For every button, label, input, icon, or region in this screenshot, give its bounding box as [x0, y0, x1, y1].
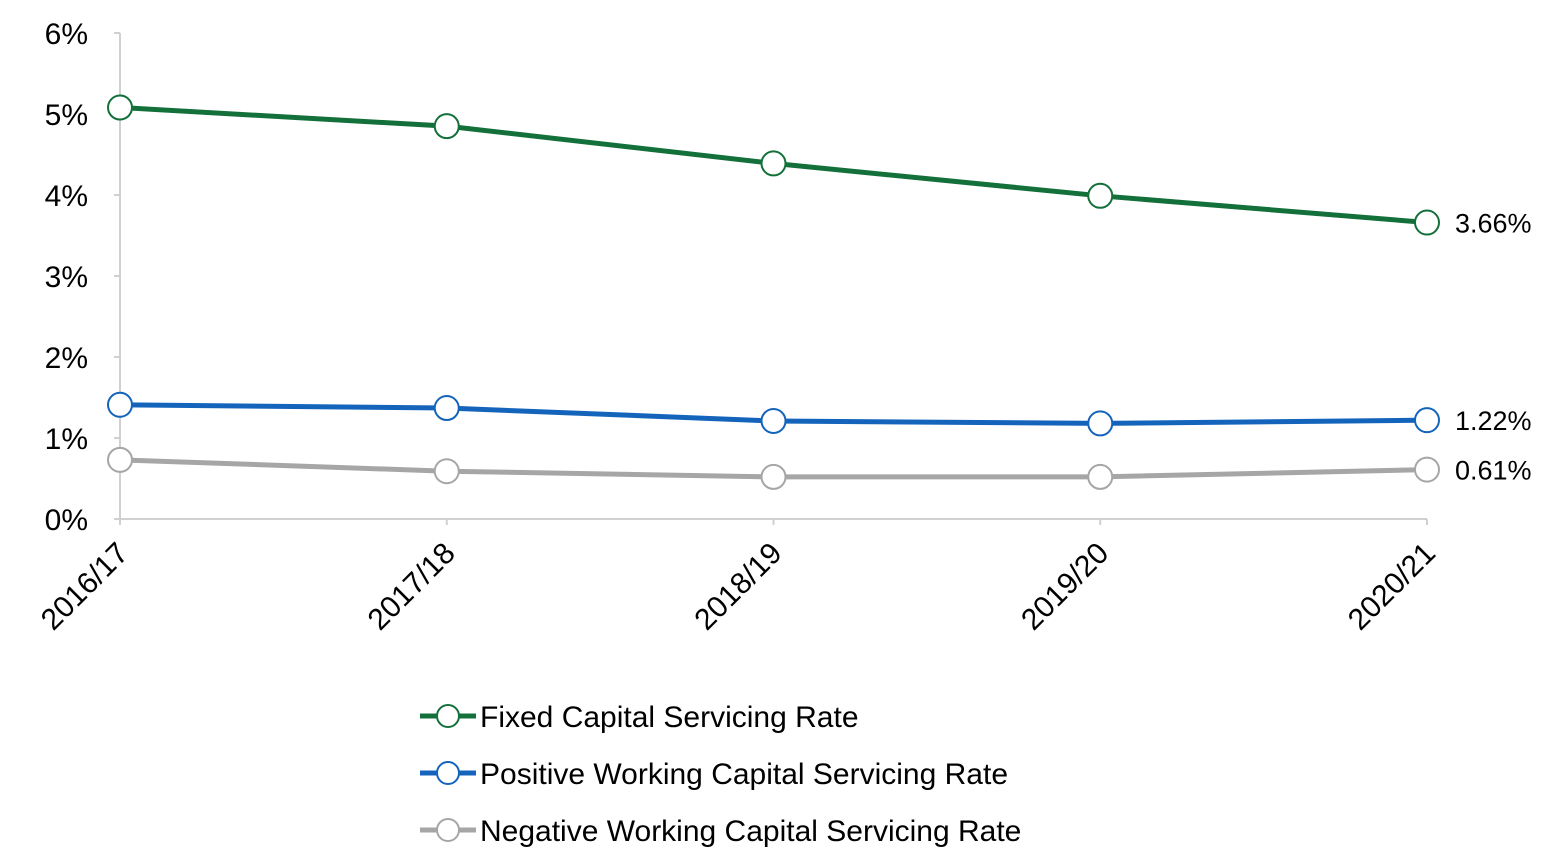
point-marker [107, 446, 133, 473]
data-label: 3.66% [1455, 209, 1532, 239]
point-marker [1087, 410, 1114, 437]
y-tick-label: 4% [45, 180, 88, 213]
y-tick-label: 2% [45, 342, 88, 375]
x-tick-label: 2018/19 [688, 537, 788, 637]
y-tick-label: 6% [45, 18, 88, 51]
x-tick-label: 2017/18 [362, 537, 462, 637]
point-marker [107, 94, 133, 121]
point-marker [433, 458, 460, 485]
point-marker [433, 113, 460, 140]
y-tick-label: 5% [45, 99, 88, 132]
x-tick-label: 2020/21 [1342, 537, 1442, 637]
point-marker [107, 391, 133, 418]
point-marker [1087, 182, 1114, 209]
legend-label: Fixed Capital Servicing Rate [480, 701, 859, 734]
point-marker [1414, 407, 1440, 434]
point-marker [1414, 456, 1440, 483]
legend-label: Positive Working Capital Servicing Rate [480, 758, 1008, 791]
y-tick-label: 0% [45, 504, 88, 537]
y-tick-label: 3% [45, 261, 88, 294]
legend-label: Negative Working Capital Servicing Rate [480, 815, 1021, 848]
x-tick-label: 2019/20 [1015, 537, 1115, 637]
legend-marker [436, 704, 460, 728]
legend-marker [436, 818, 460, 842]
point-marker [760, 150, 787, 177]
point-marker [760, 463, 787, 490]
y-tick-label: 1% [45, 423, 88, 456]
point-marker [760, 407, 787, 434]
point-marker [1414, 209, 1440, 236]
data-label: 0.61% [1455, 456, 1532, 486]
point-marker [1087, 463, 1114, 490]
x-tick-label: 2016/17 [35, 537, 135, 637]
legend-marker [436, 761, 460, 785]
point-marker [433, 395, 460, 422]
data-label: 1.22% [1455, 406, 1532, 436]
